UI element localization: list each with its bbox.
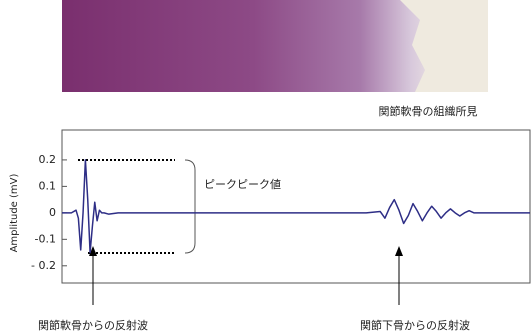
caption: 関節軟骨の組織所見	[379, 104, 478, 118]
waveform	[62, 160, 530, 253]
annotation: 関節下骨からの反射波	[360, 318, 470, 332]
y-tick-label: 0.1	[39, 179, 57, 192]
bracket	[185, 160, 195, 253]
plot-frame	[62, 130, 530, 283]
y-tick-label: - 0.2	[31, 259, 56, 272]
figure: 関節軟骨の組織所見 Amplitude (mV) ピークピーク値 関節軟骨からの…	[0, 0, 531, 336]
arrow-head	[395, 246, 403, 256]
y-tick-label: 0.2	[39, 153, 57, 166]
y-tick-label: -0.1	[35, 232, 56, 245]
annotation: 関節軟骨からの反射波	[38, 318, 148, 332]
peak-label: ピークピーク値	[204, 178, 281, 191]
y-tick-label: 0	[49, 206, 56, 219]
y-axis-label: Amplitude (mV)	[9, 173, 20, 252]
